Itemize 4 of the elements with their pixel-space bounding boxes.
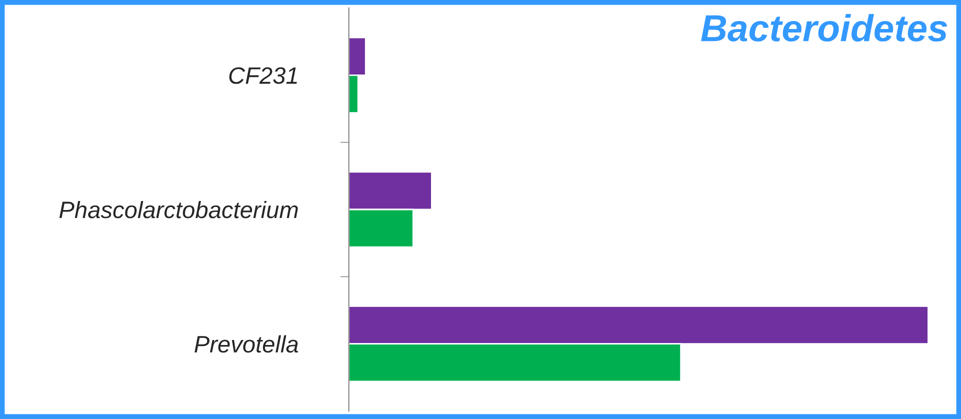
y-tick-label: CF231 bbox=[229, 67, 297, 84]
y-tick-label: Phascolarctobacterium bbox=[59, 200, 298, 218]
chart-title: Bacteroidetes bbox=[701, 14, 948, 42]
y-tick-label: Prevotella bbox=[194, 335, 298, 353]
